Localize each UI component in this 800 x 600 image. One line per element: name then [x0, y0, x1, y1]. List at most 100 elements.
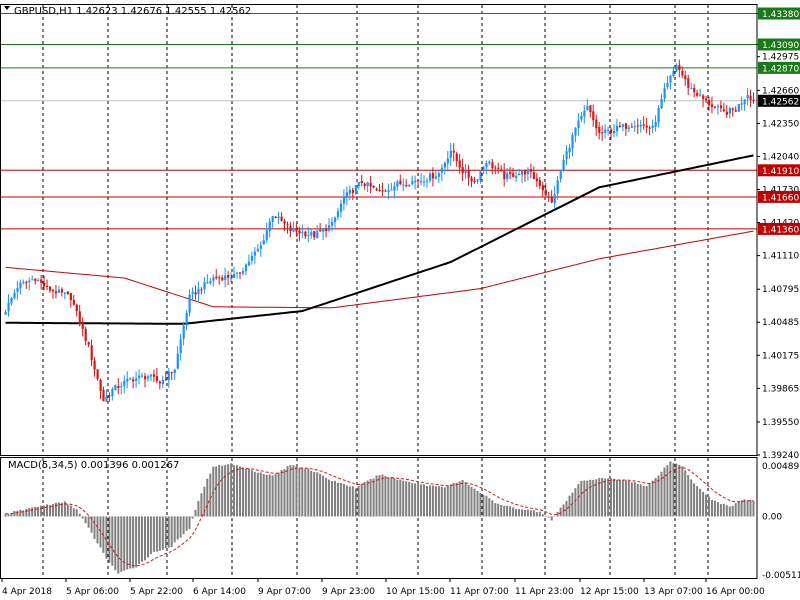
- macd-bar: [206, 478, 209, 517]
- macd-axis: 0.004893 0.00 -0.005115: [762, 462, 800, 581]
- candle-body: [654, 121, 657, 127]
- macd-bar: [408, 481, 411, 517]
- candle: [616, 118, 619, 137]
- candle-body: [544, 190, 547, 196]
- candle-body: [663, 88, 666, 99]
- macd-bar: [666, 465, 669, 517]
- macd-bar: [218, 464, 221, 517]
- candle: [339, 199, 343, 218]
- candle: [666, 75, 669, 90]
- time-tick-label: 11 Apr 23:00: [515, 587, 574, 597]
- candle: [120, 382, 123, 395]
- macd-bar: [54, 502, 57, 517]
- macd-bar: [203, 486, 206, 517]
- candle-body: [233, 274, 236, 278]
- candle: [16, 281, 19, 300]
- candle-body: [568, 147, 571, 153]
- candle: [624, 123, 628, 137]
- candle: [328, 218, 331, 233]
- price-tick-label: 1.40175: [762, 351, 799, 361]
- candle-body: [702, 95, 705, 100]
- macd-bar: [43, 505, 46, 517]
- candle-body: [259, 245, 262, 249]
- candle-body: [642, 124, 645, 126]
- candle-body: [69, 293, 72, 301]
- candle: [117, 378, 120, 395]
- macd-tick-label: 0.004893: [762, 462, 800, 472]
- candle-body: [342, 197, 346, 204]
- candle: [194, 285, 197, 300]
- candle: [105, 389, 108, 402]
- candle-body: [411, 181, 414, 185]
- macd-bar: [642, 485, 645, 517]
- macd-bar: [84, 516, 87, 524]
- macd-tick-label: 0.00: [762, 512, 782, 522]
- current-price-badge-bg: [758, 94, 800, 107]
- time-tick-label: 9 Apr 07:00: [258, 587, 311, 597]
- macd-bar: [10, 513, 13, 517]
- candle: [259, 241, 262, 257]
- candle-body: [675, 65, 678, 72]
- candle-body: [719, 105, 723, 109]
- candle-body: [57, 289, 61, 293]
- candle-body: [684, 75, 687, 80]
- candle-body: [155, 376, 159, 381]
- candle: [144, 372, 147, 388]
- macd-bar: [268, 474, 271, 517]
- candle-body: [120, 386, 123, 388]
- candle-body: [461, 167, 464, 174]
- candle-body: [360, 181, 363, 184]
- macd-bar: [636, 483, 639, 517]
- candle: [230, 272, 233, 283]
- candle: [618, 121, 622, 128]
- candle: [4, 309, 7, 316]
- candle: [535, 172, 538, 187]
- candle-body: [749, 95, 752, 100]
- candle-body: [31, 279, 34, 281]
- candle: [405, 179, 408, 188]
- candle-body: [639, 124, 642, 127]
- macd-bar: [405, 481, 408, 517]
- candle-body: [354, 185, 357, 193]
- candle-body: [331, 221, 334, 226]
- candle: [75, 303, 78, 317]
- macd-bar: [559, 507, 562, 517]
- candle: [13, 288, 16, 300]
- candle-body: [509, 172, 512, 174]
- candle: [550, 190, 553, 204]
- candle-body: [152, 374, 156, 377]
- candle: [417, 178, 420, 186]
- candle-body: [526, 169, 530, 174]
- macd-bar: [440, 486, 443, 517]
- candle: [325, 224, 328, 238]
- candle-body: [334, 217, 337, 223]
- candle: [179, 333, 182, 361]
- macd-bar: [164, 516, 167, 549]
- candle-body: [699, 94, 702, 96]
- macd-bar: [75, 509, 78, 517]
- current-price-badge-label: 1.42562: [762, 97, 799, 107]
- macd-bar: [295, 466, 298, 517]
- candle-body: [247, 261, 251, 266]
- candle: [209, 277, 212, 285]
- candle: [132, 376, 135, 389]
- candle: [310, 229, 313, 239]
- candle: [411, 175, 414, 186]
- candle: [360, 175, 363, 187]
- macd-bar: [271, 475, 274, 517]
- collapse-triangle-icon[interactable]: [4, 6, 10, 10]
- candle-body: [194, 292, 197, 295]
- candle-body: [49, 286, 52, 291]
- candle: [316, 224, 319, 239]
- panel-frames: [0, 4, 758, 579]
- macd-bar: [292, 465, 295, 517]
- candle-body: [387, 190, 390, 192]
- candle-body: [494, 167, 497, 169]
- macd-bar: [313, 472, 316, 517]
- macd-bar: [420, 484, 423, 517]
- candle: [467, 164, 470, 186]
- candle: [610, 127, 613, 140]
- macd-bar: [378, 475, 381, 517]
- macd-bar: [731, 505, 734, 517]
- macd-bar: [37, 507, 40, 517]
